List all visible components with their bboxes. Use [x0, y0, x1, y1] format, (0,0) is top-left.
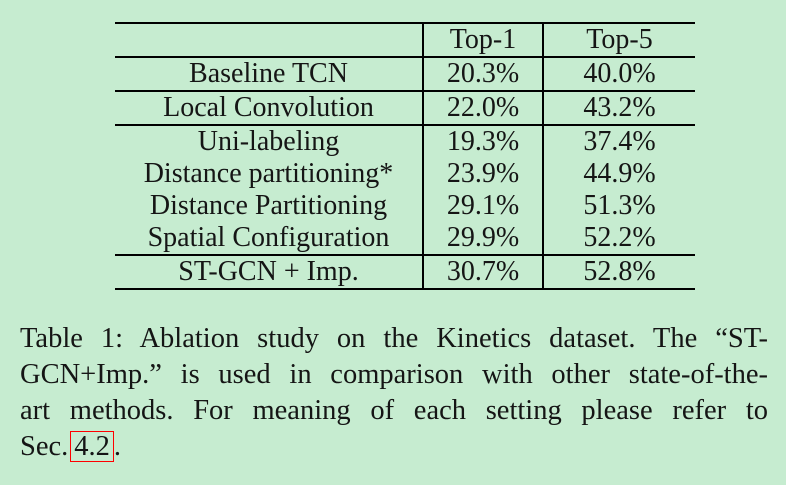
table-row-distance-partitioning: Distance Partitioning 29.1% 51.3%	[115, 190, 695, 222]
table-row-baseline-tcn: Baseline TCN 20.3% 40.0%	[115, 57, 695, 92]
method-cell: Uni-labeling	[197, 126, 340, 157]
top1-cell: 29.1%	[422, 190, 543, 222]
table-row-distance-partitioning-star: Distance partitioning* 23.9% 44.9%	[115, 158, 695, 190]
method-cell: Distance Partitioning	[149, 190, 388, 221]
header-top5-cell: Top-5	[542, 22, 695, 58]
method-cell: ST-GCN + Imp.	[115, 255, 423, 290]
caption-sec-prefix: Sec.	[20, 431, 69, 462]
top1-cell: 23.9%	[422, 158, 543, 190]
header-top1-cell: Top-1	[422, 22, 543, 58]
section-link[interactable]: 4.2	[70, 431, 114, 462]
method-cell: Local Convolution	[115, 91, 423, 126]
caption-line: Sec. 4.2.	[20, 429, 768, 465]
caption-line: art methods. For meaning of each setting…	[20, 395, 768, 426]
top1-cell: 22.0%	[422, 91, 543, 126]
top1-cell: 29.9%	[422, 222, 543, 256]
method-cell: Spatial Configuration	[115, 222, 423, 256]
table-row-local-convolution: Local Convolution 22.0% 43.2%	[115, 91, 695, 126]
top5-cell: 52.8%	[542, 255, 695, 290]
method-cell: Distance partitioning*	[143, 158, 394, 189]
top5-cell: 37.4%	[542, 125, 695, 158]
header-method-cell	[115, 22, 423, 58]
top1-cell: 30.7%	[422, 255, 543, 290]
table-caption: Table 1: Ablation study on the Kinetics …	[20, 321, 768, 465]
table-header-row: Top-1 Top-5	[115, 22, 695, 58]
table-row-uni-labeling: Uni-labeling 19.3% 37.4%	[115, 125, 695, 158]
top5-cell: 44.9%	[542, 158, 695, 190]
top5-cell: 43.2%	[542, 91, 695, 126]
top5-cell: 51.3%	[542, 190, 695, 222]
method-cell: Baseline TCN	[115, 57, 423, 92]
top5-cell: 52.2%	[542, 222, 695, 256]
table-row-spatial-configuration: Spatial Configuration 29.9% 52.2%	[115, 222, 695, 256]
table-row-st-gcn-imp: ST-GCN + Imp. 30.7% 52.8%	[115, 255, 695, 290]
ablation-results-table: Top-1 Top-5 Baseline TCN 20.3% 40.0% Loc…	[115, 22, 695, 290]
caption-line: Table 1: Ablation study on the Kinetics …	[20, 323, 768, 354]
top1-cell: 19.3%	[422, 125, 543, 158]
top1-cell: 20.3%	[422, 57, 543, 92]
caption-sec-suffix: .	[113, 431, 122, 462]
caption-line: GCN+Imp.” is used in comparison with oth…	[20, 359, 768, 390]
top5-cell: 40.0%	[542, 57, 695, 92]
